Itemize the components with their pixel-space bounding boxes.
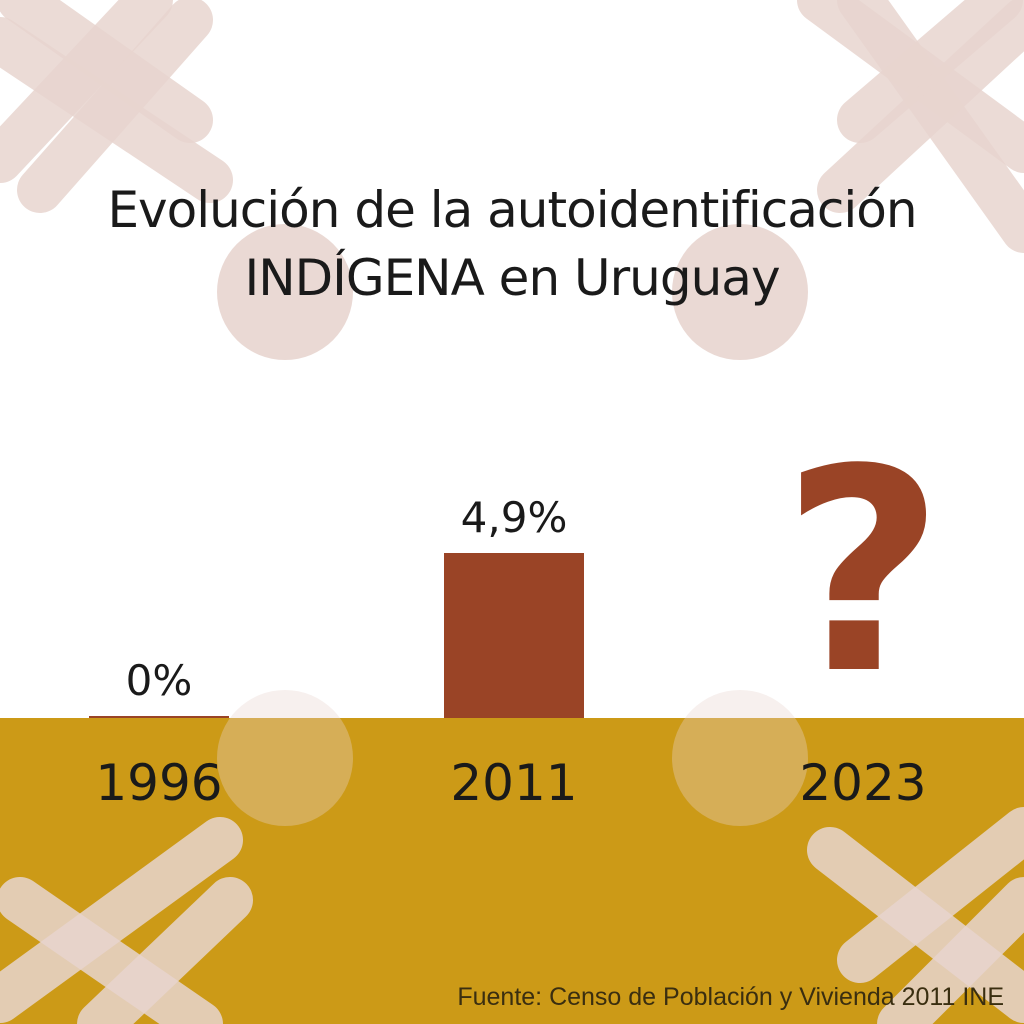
chart-title-line-1: Evolución de la autoidentificación bbox=[107, 181, 917, 239]
unknown-value-mark-2023: ? bbox=[781, 410, 945, 736]
brush-stroke bbox=[0, 877, 223, 1024]
decorative-circle bbox=[672, 224, 808, 360]
chart-title-line-2: INDÍGENA en Uruguay bbox=[244, 249, 780, 307]
brush-stroke bbox=[837, 0, 1023, 143]
category-label-1996: 1996 bbox=[95, 754, 223, 812]
source-note: Fuente: Censo de Población y Vivienda 20… bbox=[457, 983, 1004, 1011]
brush-stroke bbox=[0, 817, 243, 1023]
brush-stroke bbox=[817, 0, 1024, 213]
brush-stroke bbox=[17, 0, 213, 213]
bar-1996 bbox=[89, 716, 229, 718]
value-label-1996: 0% bbox=[125, 656, 193, 705]
decorative-circle bbox=[217, 224, 353, 360]
bar-2011 bbox=[444, 553, 584, 718]
decorative-circle bbox=[217, 690, 353, 826]
category-label-2023: 2023 bbox=[799, 754, 927, 812]
value-label-2011: 4,9% bbox=[460, 493, 568, 542]
brush-stroke bbox=[0, 0, 173, 183]
brush-stroke bbox=[837, 807, 1024, 983]
chart-title: Evolución de la autoidentificación INDÍG… bbox=[0, 176, 1024, 312]
decorative-circle bbox=[672, 690, 808, 826]
category-label-2011: 2011 bbox=[450, 754, 578, 812]
brush-stroke bbox=[77, 877, 253, 1024]
brush-stroke bbox=[877, 877, 1024, 1024]
